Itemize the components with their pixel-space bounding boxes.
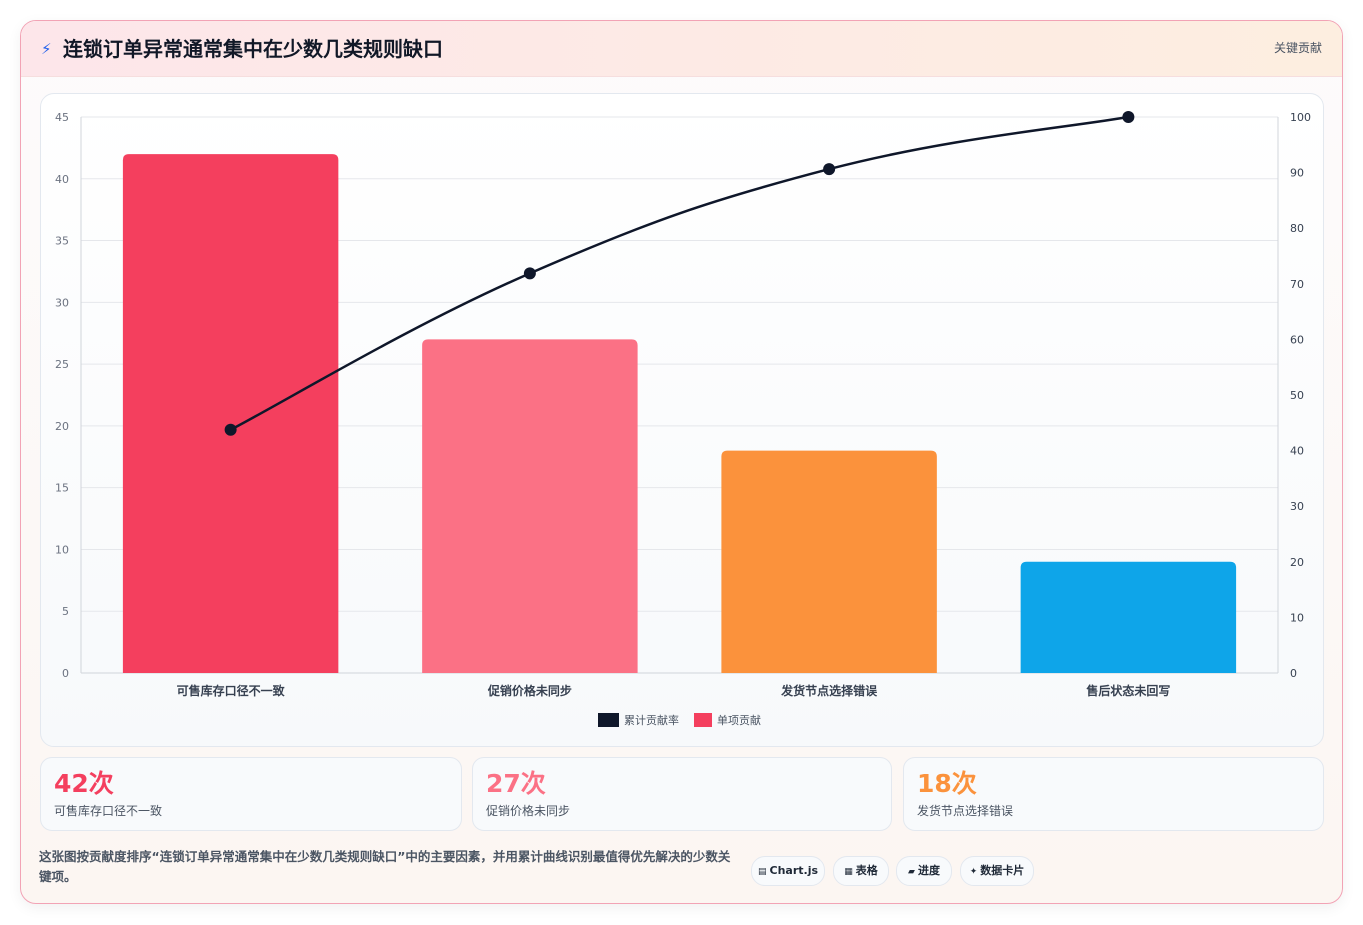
pill-data-card[interactable]: ✦ 数据卡片 <box>960 856 1034 886</box>
y2-tick-label: 0 <box>1290 667 1297 680</box>
y2-tick-label: 20 <box>1290 556 1304 569</box>
y-tick-label: 5 <box>62 605 69 618</box>
y2-tick-label: 10 <box>1290 611 1304 624</box>
bar <box>122 154 339 674</box>
y-tick-label: 25 <box>55 358 69 371</box>
stat-value: 42次 <box>54 769 114 798</box>
y2-tick-label: 50 <box>1290 389 1304 402</box>
pareto-chart: 0 5 10 15 20 25 30 35 40 45 0 10 20 30 40 50 60 70 80 90 100… <box>55 111 1311 727</box>
cumulative-point <box>1122 111 1135 123</box>
y-tick-label: 10 <box>55 543 69 556</box>
table-icon: ▦ <box>844 867 853 877</box>
pill-chartjs[interactable]: ▤ Chart.js <box>751 856 825 886</box>
bar <box>1020 561 1237 673</box>
pill-label: Chart.js <box>769 864 819 877</box>
stat-value: 18次 <box>917 769 977 798</box>
y2-tick-label: 40 <box>1290 445 1304 458</box>
y2-tick-label: 70 <box>1290 278 1304 291</box>
cumulative-point <box>224 423 237 436</box>
cumulative-line <box>230 115 1129 431</box>
sparkle-icon: ✦ <box>969 867 978 877</box>
x-tick-label: 促销价格未同步 <box>487 683 572 698</box>
cumulative-point <box>523 267 536 280</box>
chart-title: 连锁订单异常通常集中在少数几类规则缺口 <box>63 37 443 61</box>
stat-label: 发货节点选择错误 <box>917 804 1014 818</box>
x-tick-label: 售后状态未回写 <box>1086 683 1170 698</box>
legend-label: 单项贡献 <box>717 713 761 727</box>
x-tick-label: 可售库存口径不一致 <box>177 683 286 698</box>
y-tick-label: 20 <box>55 420 69 433</box>
card-header: ⚡ 连锁订单异常通常集中在少数几类规则缺口 关键贡献 <box>21 21 1342 77</box>
stat-card-3: 18次 发货节点选择错误 <box>903 757 1324 831</box>
y2-tick-label: 80 <box>1290 222 1304 235</box>
legend-swatch-cumulative <box>598 713 619 727</box>
stat-label: 促销价格未同步 <box>486 804 571 818</box>
progress-icon: ▰ <box>908 867 915 877</box>
bar <box>721 450 937 673</box>
y2-tick-label: 60 <box>1290 333 1304 346</box>
stat-card-1: 42次 可售库存口径不一致 <box>40 757 462 831</box>
chart-card: ⚡ 连锁订单异常通常集中在少数几类规则缺口 关键贡献 0 5 10 15 20 25 30 3… <box>20 20 1343 904</box>
lightning-icon: ⚡ <box>41 40 52 58</box>
y2-tick-label: 90 <box>1290 167 1304 180</box>
y-tick-label: 0 <box>62 667 69 680</box>
y2-tick-label: 100 <box>1290 111 1311 124</box>
y-tick-label: 45 <box>55 111 69 124</box>
stat-card-2: 27次 促销价格未同步 <box>472 757 892 831</box>
pill-label: 数据卡片 <box>980 864 1025 877</box>
legend-label: 累计贡献率 <box>624 713 679 727</box>
stat-value: 27次 <box>486 769 546 798</box>
pill-label: 进度 <box>917 864 940 877</box>
bar <box>422 339 638 673</box>
pill-label: 表格 <box>855 864 878 877</box>
y-tick-label: 30 <box>55 296 69 309</box>
chart-panel: 0 5 10 15 20 25 30 35 40 45 0 10 20 30 40 50 60 70 80 90 100… <box>40 93 1324 747</box>
chart-description: 这张图按贡献度排序“连锁订单异常通常集中在少数几类规则缺口”中的主要因素，并用累… <box>39 849 731 884</box>
pill-table[interactable]: ▦ 表格 <box>833 856 889 886</box>
chart-icon: ▤ <box>757 867 767 877</box>
y-tick-label: 35 <box>55 235 69 248</box>
y2-tick-label: 30 <box>1290 500 1304 513</box>
y-tick-label: 15 <box>55 482 69 495</box>
legend-swatch-single <box>694 713 712 727</box>
header-tag: 关键贡献 <box>1273 41 1322 55</box>
x-tick-label: 发货节点选择错误 <box>780 683 878 698</box>
stat-label: 可售库存口径不一致 <box>54 804 163 818</box>
y-tick-label: 40 <box>55 173 69 186</box>
cumulative-point <box>823 163 836 176</box>
pill-progress[interactable]: ▰ 进度 <box>896 856 952 886</box>
